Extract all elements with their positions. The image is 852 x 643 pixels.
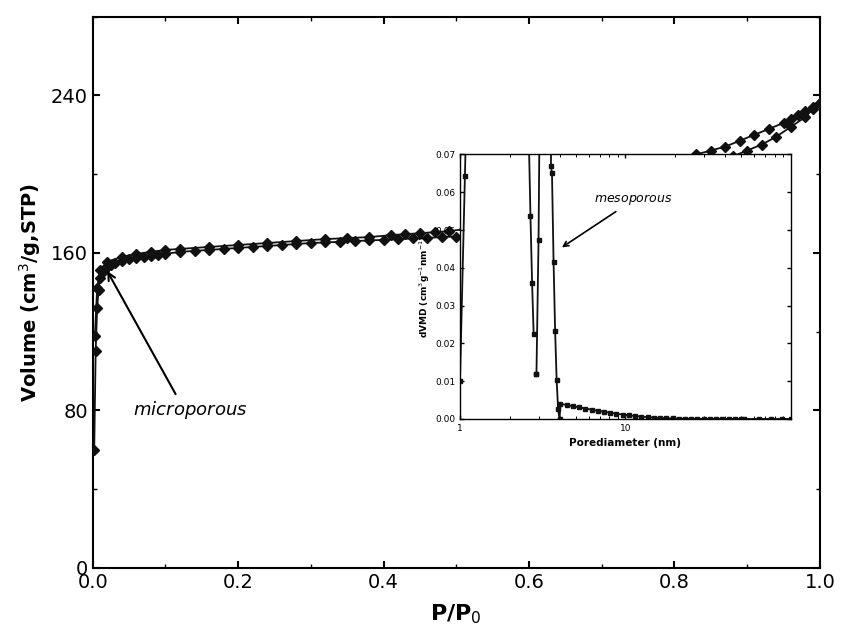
Text: $\it{microporous}$: $\it{microporous}$ [108, 273, 247, 421]
X-axis label: P/P$_0$: P/P$_0$ [430, 602, 482, 626]
Y-axis label: Volume (cm$^3$/g,STP): Volume (cm$^3$/g,STP) [17, 183, 43, 402]
